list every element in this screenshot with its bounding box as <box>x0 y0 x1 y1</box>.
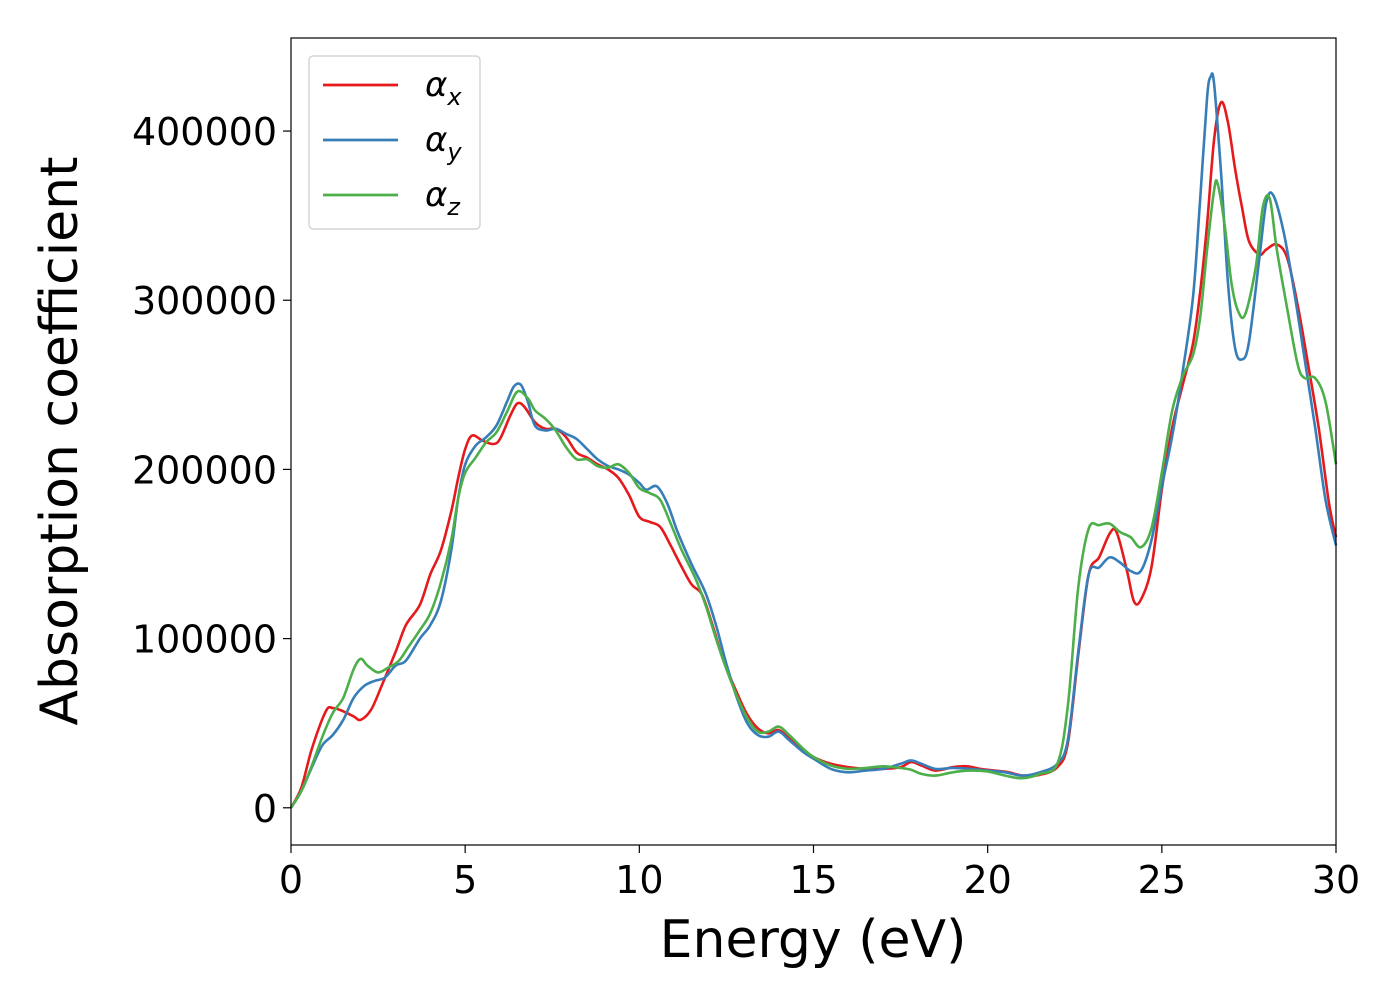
legend-label-symbol: α <box>425 65 447 105</box>
legend-label-subscript: z <box>446 193 461 221</box>
y-tick-label: 100000 <box>132 618 277 662</box>
series-line-alpha-y <box>289 72 1338 809</box>
legend-label-alpha-x: αx <box>425 65 462 111</box>
y-tick-label: 0 <box>253 787 277 831</box>
legend-label-symbol: α <box>425 120 447 160</box>
x-tick-label: 0 <box>279 858 303 902</box>
series-line-alpha-z <box>289 178 1338 809</box>
x-tick-label: 20 <box>963 858 1011 902</box>
legend-label-subscript: y <box>446 138 462 166</box>
x-tick-label: 10 <box>615 858 663 902</box>
legend-label-symbol: α <box>425 175 447 215</box>
legend-label-subscript: x <box>446 83 462 111</box>
y-axis-label: Absorption coefficient <box>30 156 90 725</box>
y-axis: 0 100000 200000 300000 400000 <box>132 110 291 831</box>
series-layer <box>289 72 1338 809</box>
y-tick-label: 200000 <box>132 448 277 492</box>
x-tick-label: 5 <box>453 858 477 902</box>
x-axis-label: Energy (eV) <box>660 910 967 970</box>
x-tick-label: 30 <box>1312 858 1360 902</box>
x-axis: 0 5 10 15 20 25 30 <box>279 845 1360 902</box>
x-tick-label: 25 <box>1138 858 1186 902</box>
y-tick-label: 400000 <box>132 110 277 154</box>
legend-box <box>308 55 481 230</box>
legend-label-alpha-z: αz <box>425 175 461 221</box>
y-tick-label: 300000 <box>132 279 277 323</box>
legend-label-alpha-y: αy <box>425 120 462 166</box>
x-tick-label: 15 <box>789 858 837 902</box>
